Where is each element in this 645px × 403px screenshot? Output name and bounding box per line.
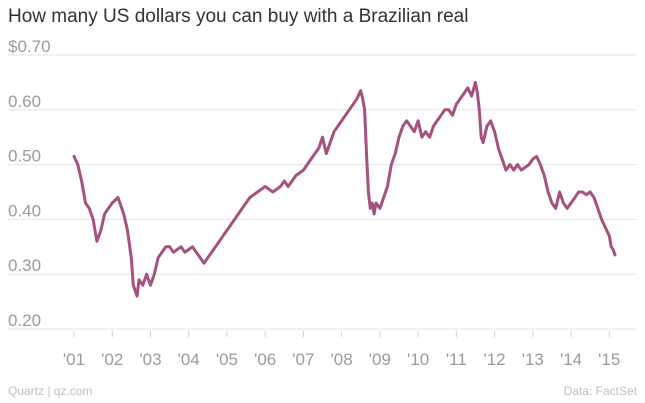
x-tick-label: '08 — [331, 350, 353, 369]
x-tick-label: '11 — [446, 350, 467, 369]
source: Data: FactSet — [563, 384, 637, 398]
gridlines — [8, 54, 637, 330]
credit: Quartz | qz.com — [8, 384, 93, 398]
chart-title: How many US dollars you can buy with a B… — [8, 6, 469, 27]
series-group — [72, 80, 617, 298]
x-tick-label: '14 — [560, 350, 582, 369]
y-tick-label: 0.50 — [8, 147, 41, 166]
x-tick-label: '01 — [63, 350, 85, 369]
y-tick-label: 0.30 — [8, 256, 41, 275]
y-tick-label: 0.20 — [8, 311, 41, 330]
y-tick-label: 0.60 — [8, 92, 41, 111]
x-tick-label: '13 — [522, 350, 544, 369]
series-line — [72, 80, 617, 298]
x-tick-label: '09 — [369, 350, 391, 369]
y-tick-label: $0.70 — [8, 37, 51, 56]
x-tick-label: '15 — [598, 350, 620, 369]
x-tick-label: '06 — [254, 350, 276, 369]
x-tick-label: '12 — [483, 350, 505, 369]
y-axis-ticks: 0.20 0.30 0.40 0.50 0.60 $0.70 — [8, 37, 51, 330]
x-tick-label: '02 — [101, 350, 123, 369]
x-tick-label: '03 — [139, 350, 161, 369]
x-tick-label: '04 — [178, 350, 200, 369]
x-tick-label: '07 — [292, 350, 314, 369]
y-tick-label: 0.40 — [8, 201, 41, 220]
x-tick-label: '10 — [407, 350, 429, 369]
x-axis-ticks: '01 '02 '03 '04 '05 '06 '07 '08 '09 '10 '11 '12 '13 '… — [63, 331, 620, 369]
x-tick-label: '05 — [216, 350, 238, 369]
